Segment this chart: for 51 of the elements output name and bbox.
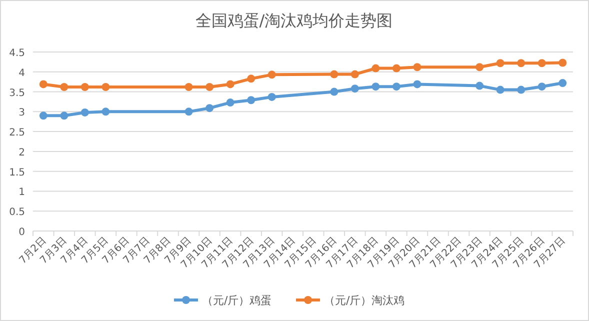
legend-label: （元/斤）淘汰鸡 xyxy=(324,294,405,307)
point xyxy=(350,70,359,78)
point xyxy=(372,64,380,72)
point xyxy=(476,63,484,72)
chart-title: 全国鸡蛋/淘汰鸡均价走势图 xyxy=(195,11,393,30)
y-tick-label: 1.5 xyxy=(9,167,25,178)
point xyxy=(476,82,484,90)
point xyxy=(206,83,214,92)
y-tick-label: 2.5 xyxy=(9,128,25,139)
y-tick-label: 0.5 xyxy=(9,207,25,218)
y-tick-label: 3.5 xyxy=(9,88,25,99)
y-tick-label: 0 xyxy=(18,227,25,238)
y-tick-label: 4.5 xyxy=(9,48,25,59)
y-tick-label: 1 xyxy=(18,187,25,198)
point xyxy=(80,83,89,92)
point xyxy=(538,59,546,68)
point xyxy=(350,84,359,93)
point xyxy=(102,108,110,116)
point xyxy=(102,83,110,92)
point xyxy=(39,80,48,88)
point xyxy=(517,86,526,94)
point xyxy=(184,108,193,116)
point xyxy=(39,112,48,120)
y-tick-label: 3 xyxy=(18,108,25,119)
point xyxy=(268,92,276,101)
point xyxy=(392,82,400,91)
point xyxy=(558,58,567,67)
point xyxy=(268,70,276,79)
point xyxy=(247,96,256,104)
point xyxy=(330,88,338,96)
legend-label: （元/斤）鸡蛋 xyxy=(202,294,272,307)
point xyxy=(247,74,256,83)
point xyxy=(226,98,234,107)
point xyxy=(517,59,526,68)
point xyxy=(413,80,422,88)
point xyxy=(392,64,400,72)
point xyxy=(496,59,504,68)
point xyxy=(226,80,234,88)
point xyxy=(372,82,380,91)
point xyxy=(60,112,68,120)
point xyxy=(413,63,422,72)
point xyxy=(558,79,567,88)
point xyxy=(60,83,68,92)
point xyxy=(184,83,193,92)
point xyxy=(496,86,504,94)
point xyxy=(538,82,546,91)
y-tick-label: 4 xyxy=(18,68,25,79)
y-tick-label: 2 xyxy=(18,147,25,158)
point xyxy=(206,104,214,112)
point xyxy=(330,70,338,78)
point xyxy=(80,108,89,116)
